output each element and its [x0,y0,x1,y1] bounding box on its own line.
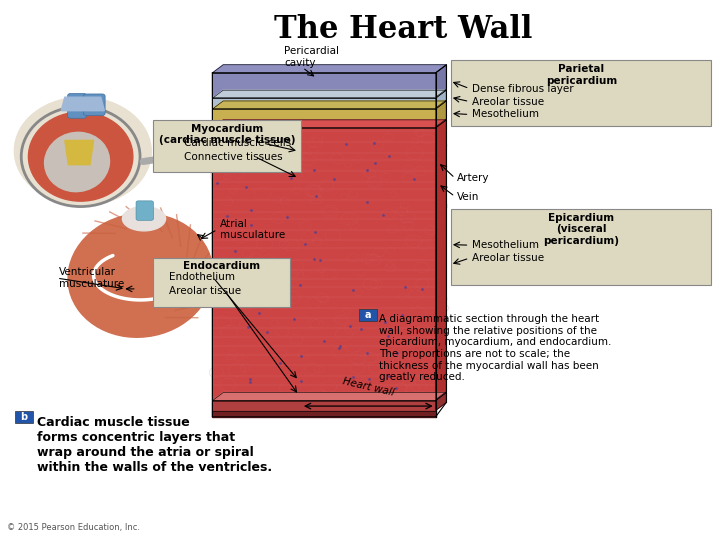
Text: Areolar tissue: Areolar tissue [472,253,544,263]
FancyBboxPatch shape [153,258,290,307]
FancyBboxPatch shape [451,209,711,285]
Text: Areolar tissue: Areolar tissue [472,97,544,106]
Text: Endocardium: Endocardium [183,261,260,272]
Polygon shape [436,65,446,97]
Text: Heart wall: Heart wall [342,376,395,398]
Polygon shape [436,90,446,108]
Text: Parietal
pericardium: Parietal pericardium [546,64,617,86]
Text: A diagrammatic section through the heart
wall, showing the relative positions of: A diagrammatic section through the heart… [379,314,611,382]
Ellipse shape [45,132,109,192]
Text: Dense fibrous layer: Dense fibrous layer [472,84,573,93]
Polygon shape [212,109,436,127]
Polygon shape [436,393,446,410]
Polygon shape [212,101,446,109]
Polygon shape [212,401,436,411]
Text: The Heart Wall: The Heart Wall [274,14,532,44]
Polygon shape [436,101,446,127]
Text: Mesothelium: Mesothelium [472,240,539,250]
Ellipse shape [68,213,212,338]
Text: Mesothelium: Mesothelium [472,110,539,119]
Text: Atrial
musculature: Atrial musculature [220,219,285,240]
Polygon shape [212,411,436,417]
FancyBboxPatch shape [68,93,86,118]
Polygon shape [212,73,436,97]
FancyBboxPatch shape [136,201,153,220]
Text: Ventricular
musculature: Ventricular musculature [59,267,125,289]
Text: Pericardial
cavity: Pericardial cavity [284,46,339,68]
Text: Connective tissues: Connective tissues [184,152,282,161]
Polygon shape [212,120,446,128]
Polygon shape [61,97,104,111]
Text: © 2015 Pearson Education, Inc.: © 2015 Pearson Education, Inc. [7,523,140,532]
FancyBboxPatch shape [15,411,33,423]
Ellipse shape [14,97,151,205]
Polygon shape [212,128,436,400]
Text: Myocardium
(cardiac muscle tissue): Myocardium (cardiac muscle tissue) [158,124,295,145]
Polygon shape [212,90,446,98]
Ellipse shape [122,206,166,231]
Text: Areolar tissue: Areolar tissue [169,286,241,295]
Text: Epicardium
(visceral
pericardium): Epicardium (visceral pericardium) [544,213,619,246]
FancyBboxPatch shape [451,60,711,126]
Polygon shape [212,65,446,73]
Polygon shape [436,120,446,400]
Text: Vein: Vein [457,192,480,201]
Text: Artery: Artery [457,173,490,183]
FancyBboxPatch shape [84,94,105,116]
Text: a: a [365,310,372,320]
Polygon shape [212,393,446,401]
Text: Cardiac muscle cells: Cardiac muscle cells [184,138,291,148]
Text: Cardiac muscle tissue
forms concentric layers that
wrap around the atria or spir: Cardiac muscle tissue forms concentric l… [37,416,273,474]
FancyBboxPatch shape [153,120,301,172]
Text: Endothelium: Endothelium [169,272,235,282]
FancyBboxPatch shape [359,309,377,321]
Polygon shape [65,140,94,165]
Text: b: b [21,412,27,422]
Ellipse shape [29,112,133,201]
Polygon shape [212,98,436,108]
